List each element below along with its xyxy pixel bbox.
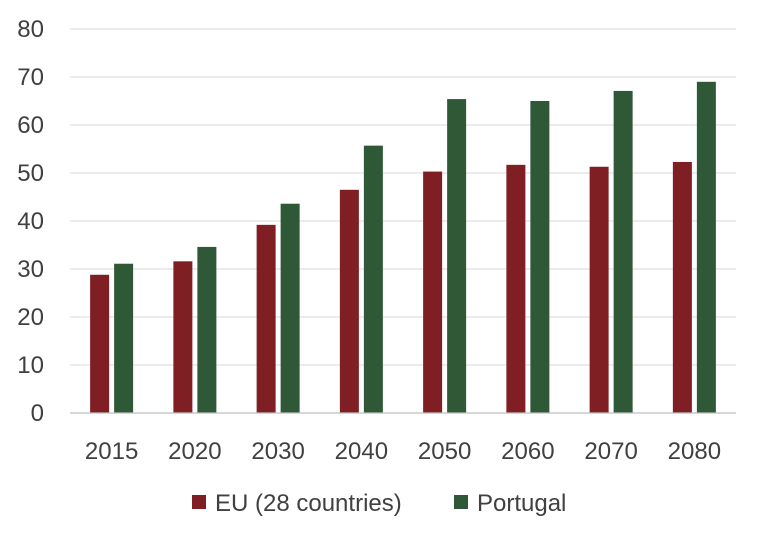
bars bbox=[90, 81, 716, 414]
y-tick-label: 40 bbox=[17, 208, 44, 235]
y-tick-label: 80 bbox=[17, 16, 44, 43]
bar-eu-2060 bbox=[506, 164, 526, 413]
x-tick-label: 2015 bbox=[85, 438, 138, 465]
bar-eu-2020 bbox=[173, 261, 193, 413]
bar-eu-2015 bbox=[90, 274, 110, 413]
bar-portugal-2040 bbox=[363, 145, 383, 413]
x-tick-label: 2030 bbox=[251, 438, 304, 465]
y-tick-label: 60 bbox=[17, 112, 44, 139]
bar-eu-2080 bbox=[672, 161, 692, 413]
x-tick-label: 2050 bbox=[418, 438, 471, 465]
bar-eu-2050 bbox=[423, 171, 443, 413]
x-tick-label: 2020 bbox=[168, 438, 221, 465]
bar-eu-2070 bbox=[589, 166, 609, 413]
legend-label-portugal: Portugal bbox=[477, 490, 566, 517]
bar-portugal-2020 bbox=[197, 246, 217, 413]
bar-portugal-2070 bbox=[613, 90, 633, 414]
x-axis-tick-labels: 2015 2020 2030 2040 2050 2060 2070 2080 bbox=[85, 438, 721, 465]
bar-portugal-2015 bbox=[114, 263, 134, 413]
bar-portugal-2050 bbox=[447, 99, 467, 413]
bar-portugal-2060 bbox=[530, 101, 550, 413]
gridlines bbox=[70, 28, 736, 366]
y-axis-tick-labels: 0 10 20 30 40 50 60 70 80 bbox=[17, 16, 44, 427]
bar-portugal-2080 bbox=[696, 81, 716, 414]
legend-swatch-eu bbox=[192, 495, 206, 509]
legend-swatch-portugal bbox=[454, 495, 468, 509]
x-tick-label: 2080 bbox=[668, 438, 721, 465]
y-tick-label: 10 bbox=[17, 352, 44, 379]
y-tick-label: 0 bbox=[31, 400, 44, 427]
bar-eu-2040 bbox=[339, 189, 359, 413]
x-tick-label: 2060 bbox=[501, 438, 554, 465]
y-tick-label: 30 bbox=[17, 256, 44, 283]
y-tick-label: 70 bbox=[17, 64, 44, 91]
bar-portugal-2030 bbox=[280, 203, 300, 413]
y-tick-label: 50 bbox=[17, 160, 44, 187]
x-tick-label: 2040 bbox=[335, 438, 388, 465]
legend-label-eu: EU (28 countries) bbox=[215, 490, 402, 517]
legend: EU (28 countries) Portugal bbox=[192, 490, 566, 517]
bar-eu-2030 bbox=[256, 224, 276, 413]
y-tick-label: 20 bbox=[17, 304, 44, 331]
x-tick-label: 2070 bbox=[584, 438, 637, 465]
